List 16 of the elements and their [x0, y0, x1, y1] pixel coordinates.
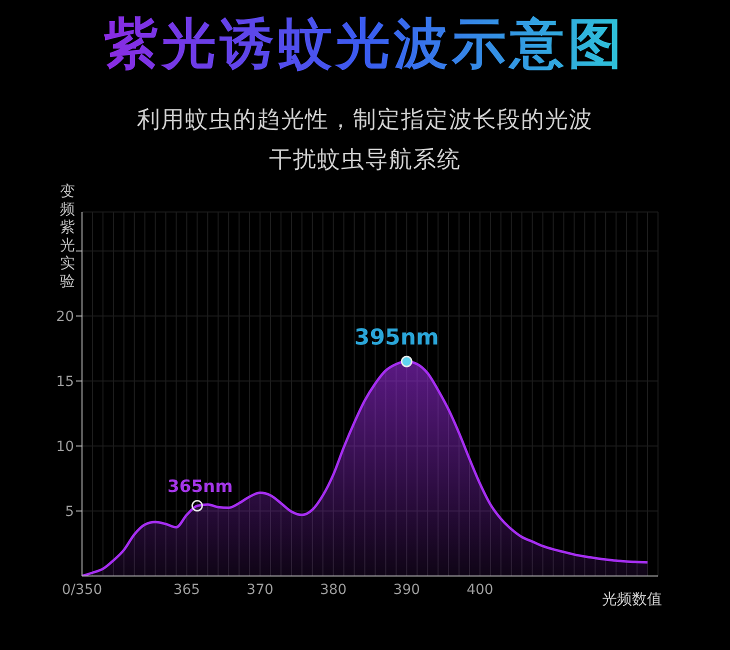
- y-tick-label: 10: [56, 438, 74, 455]
- chart-title: 紫光诱蚊光波示意图: [104, 12, 626, 75]
- annotation: 365nm: [168, 476, 233, 497]
- x-tick-label: 370: [246, 582, 274, 598]
- x-tick-label: 400: [466, 582, 494, 598]
- x-tick-label: 365: [173, 582, 200, 598]
- annotation: 395nm: [354, 326, 439, 350]
- x-tick-label: 0/350: [62, 582, 102, 598]
- y-tick-label: 20: [56, 308, 74, 325]
- y-axis-title: 变频紫光实验: [60, 182, 76, 290]
- x-tick-label: 390: [393, 582, 420, 598]
- x-tick-label: 380: [320, 582, 347, 598]
- x-axis-title: 光频数值: [602, 590, 662, 609]
- chart-subtitle: 利用蚊虫的趋光性，制定指定波长段的光波干扰蚊虫导航系统: [136, 106, 594, 175]
- y-tick-label: 5: [65, 504, 74, 520]
- y-tick-label: 15: [56, 374, 74, 390]
